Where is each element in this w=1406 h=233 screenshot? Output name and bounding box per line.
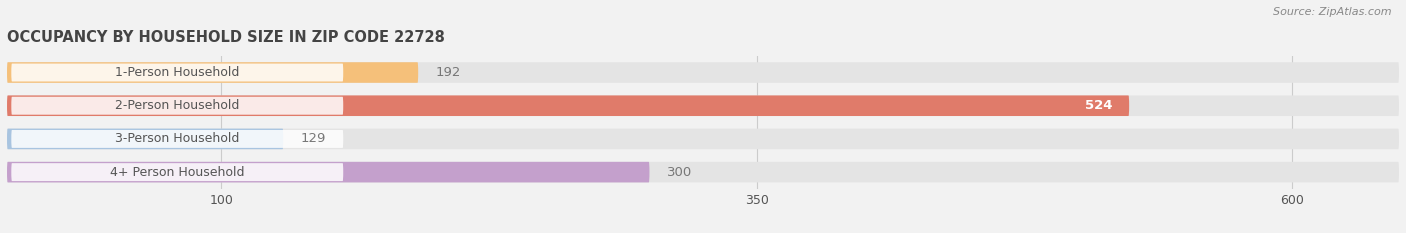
FancyBboxPatch shape — [7, 96, 1399, 116]
FancyBboxPatch shape — [11, 97, 343, 115]
Text: Source: ZipAtlas.com: Source: ZipAtlas.com — [1274, 7, 1392, 17]
Text: 1-Person Household: 1-Person Household — [115, 66, 239, 79]
FancyBboxPatch shape — [11, 163, 343, 181]
FancyBboxPatch shape — [7, 162, 650, 182]
FancyBboxPatch shape — [11, 64, 343, 82]
Text: 300: 300 — [666, 166, 692, 179]
Text: 3-Person Household: 3-Person Household — [115, 132, 239, 145]
Text: 129: 129 — [301, 132, 326, 145]
FancyBboxPatch shape — [7, 96, 1129, 116]
Text: 2-Person Household: 2-Person Household — [115, 99, 239, 112]
FancyBboxPatch shape — [11, 130, 343, 148]
Text: 524: 524 — [1084, 99, 1112, 112]
FancyBboxPatch shape — [7, 129, 1399, 149]
FancyBboxPatch shape — [7, 162, 1399, 182]
Text: 192: 192 — [436, 66, 461, 79]
FancyBboxPatch shape — [7, 62, 418, 83]
Text: OCCUPANCY BY HOUSEHOLD SIZE IN ZIP CODE 22728: OCCUPANCY BY HOUSEHOLD SIZE IN ZIP CODE … — [7, 30, 444, 45]
Text: 4+ Person Household: 4+ Person Household — [110, 166, 245, 179]
FancyBboxPatch shape — [7, 62, 1399, 83]
FancyBboxPatch shape — [7, 129, 283, 149]
